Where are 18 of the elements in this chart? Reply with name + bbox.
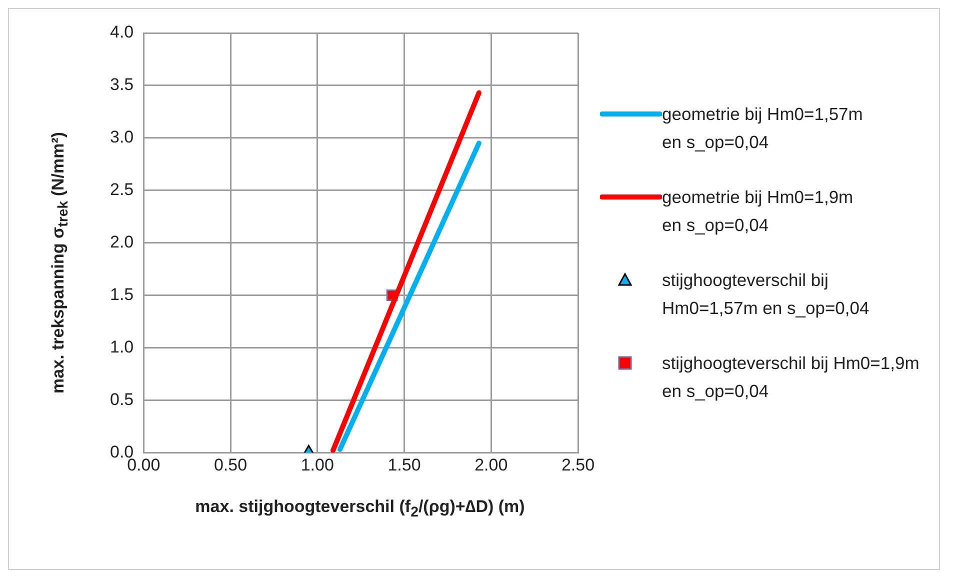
x-tick-label: 1.00 bbox=[300, 455, 334, 474]
x-tick-label: 2.00 bbox=[474, 455, 508, 474]
y-tick-label: 2.0 bbox=[110, 232, 134, 252]
legend-label: stijghoogteverschil bij Hm0=1,9m en s_op=0,04 bbox=[662, 352, 920, 403]
y-tick-label: 3.0 bbox=[110, 128, 134, 147]
y-tick-label: 1.0 bbox=[110, 337, 134, 356]
legend-label: geometrie bij Hm0=1,9m en s_op=0,04 bbox=[662, 186, 854, 237]
x-tick-label: 0.50 bbox=[214, 455, 248, 474]
legend-label: stijghoogteverschil bij Hm0=1,57m en s_op=0,04 bbox=[662, 269, 870, 320]
y-tick-label: 3.5 bbox=[110, 75, 134, 94]
x-tick-label: 1.50 bbox=[388, 455, 421, 474]
y-tick-label: 0.5 bbox=[110, 390, 134, 409]
y-tick-label: 4.0 bbox=[110, 22, 134, 42]
x-tick-label: 2.50 bbox=[561, 455, 595, 474]
x-axis-title: max. stijghoogteverschil (f$_{2}$/(ρg)+∆D) (m) bbox=[194, 497, 526, 520]
y-tick-label: 1.5 bbox=[110, 284, 134, 304]
legend-label: geometrie bij Hm0=1,57m en s_op=0,04 bbox=[662, 103, 864, 154]
y-tick-label: 2.5 bbox=[110, 180, 134, 200]
